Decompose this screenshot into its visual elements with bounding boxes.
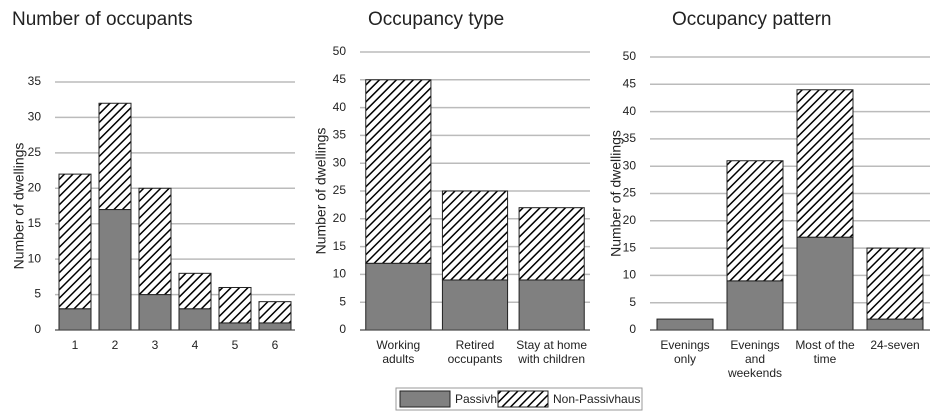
y-tick-label: 40 bbox=[623, 104, 637, 118]
y-tick-label: 50 bbox=[333, 44, 347, 58]
y-axis-label: Number of dwellings bbox=[313, 128, 329, 255]
bar-segment bbox=[58, 308, 92, 331]
bar-segment bbox=[441, 279, 509, 331]
x-tick-label: Most of the time bbox=[795, 338, 855, 366]
y-tick-label: 10 bbox=[333, 267, 347, 281]
x-tick-label: Stay at home with children bbox=[516, 338, 588, 366]
x-tick-label: Evenings only bbox=[660, 338, 710, 366]
bar-segment bbox=[178, 308, 212, 331]
x-tick-label: 6 bbox=[271, 338, 279, 352]
y-tick-label: 35 bbox=[623, 131, 637, 145]
y-tick-label: 35 bbox=[28, 74, 42, 88]
y-tick-label: 5 bbox=[34, 287, 41, 301]
y-tick-label: 40 bbox=[333, 100, 347, 114]
y-tick-label: 30 bbox=[333, 155, 347, 169]
bar-segment bbox=[796, 89, 854, 238]
x-tick-label: 24-seven bbox=[870, 338, 920, 352]
bar-segment bbox=[365, 79, 432, 264]
y-tick-label: 35 bbox=[333, 128, 347, 142]
bar-segment bbox=[796, 236, 854, 331]
bar-segment bbox=[138, 294, 172, 331]
bar-segment bbox=[518, 207, 585, 281]
bar-segment bbox=[258, 301, 292, 324]
x-tick-label: Working adults bbox=[376, 338, 421, 366]
y-tick-label: 0 bbox=[629, 322, 636, 336]
x-tick-label: 4 bbox=[191, 338, 199, 352]
chart-title: Occupancy pattern bbox=[672, 9, 831, 30]
legend-label: Non-Passivhaus bbox=[553, 392, 640, 406]
legend-swatch bbox=[497, 390, 549, 408]
y-tick-label: 50 bbox=[623, 49, 637, 63]
bar-segment bbox=[138, 187, 172, 296]
chart-title: Number of occupants bbox=[12, 9, 193, 30]
y-axis-label: Number of dwellings bbox=[11, 143, 27, 270]
bar-segment bbox=[726, 280, 784, 331]
y-tick-label: 0 bbox=[34, 322, 41, 336]
x-tick-label: Evenings and weekends bbox=[727, 338, 783, 380]
bar-segment bbox=[178, 272, 212, 310]
y-tick-label: 30 bbox=[28, 110, 42, 124]
bar-segment bbox=[218, 286, 252, 324]
x-tick-label: 5 bbox=[231, 338, 239, 352]
x-tick-label: 2 bbox=[111, 338, 119, 352]
bar-segment bbox=[58, 173, 92, 310]
bar-segment bbox=[98, 209, 132, 331]
y-tick-label: 5 bbox=[339, 294, 346, 308]
y-tick-label: 20 bbox=[623, 213, 637, 227]
bar-segment bbox=[656, 318, 714, 331]
y-tick-label: 10 bbox=[623, 268, 637, 282]
bar-segment bbox=[98, 102, 132, 211]
y-tick-label: 20 bbox=[28, 180, 42, 194]
chart-title: Occupancy type bbox=[368, 9, 504, 30]
bar-segment bbox=[441, 190, 509, 281]
y-tick-label: 45 bbox=[623, 76, 637, 90]
bar-segment bbox=[866, 247, 924, 320]
bar-segment bbox=[518, 279, 585, 331]
y-axis-label: Number of dwellings bbox=[608, 130, 624, 257]
y-tick-label: 20 bbox=[333, 211, 347, 225]
x-tick-label: 3 bbox=[151, 338, 159, 352]
bar-segment bbox=[726, 160, 784, 282]
legend-swatch bbox=[399, 390, 451, 408]
y-tick-label: 25 bbox=[28, 145, 42, 159]
y-tick-label: 45 bbox=[333, 72, 347, 86]
x-tick-label: Retired occupants bbox=[447, 338, 503, 366]
y-tick-label: 15 bbox=[333, 239, 347, 253]
bar-segment bbox=[365, 262, 432, 331]
bar-segment bbox=[866, 318, 924, 331]
bar-segment bbox=[218, 322, 252, 331]
y-tick-label: 0 bbox=[339, 322, 346, 336]
y-tick-label: 10 bbox=[28, 251, 42, 265]
x-tick-label: 1 bbox=[71, 338, 79, 352]
y-tick-label: 15 bbox=[623, 240, 637, 254]
bar-segment bbox=[258, 322, 292, 331]
y-tick-label: 30 bbox=[623, 158, 637, 172]
y-tick-label: 25 bbox=[623, 186, 637, 200]
y-tick-label: 5 bbox=[629, 295, 636, 309]
y-tick-label: 25 bbox=[333, 183, 347, 197]
y-tick-label: 15 bbox=[28, 216, 42, 230]
